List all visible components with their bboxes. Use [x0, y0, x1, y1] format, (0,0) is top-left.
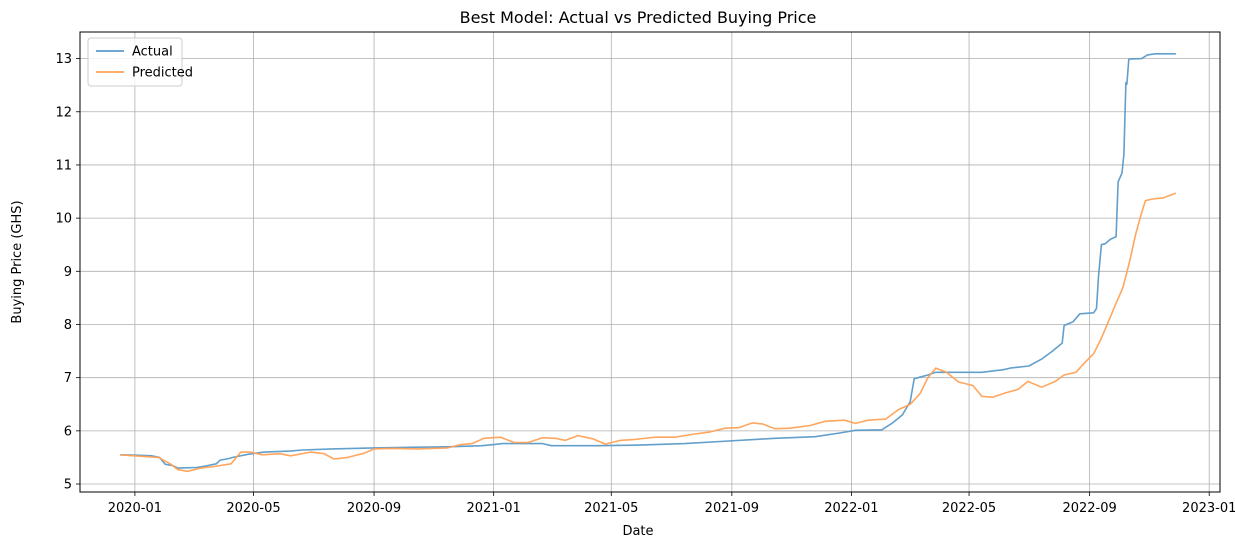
- x-tick-label: 2021-09: [705, 501, 759, 516]
- x-tick-label: 2020-09: [347, 501, 401, 516]
- y-axis: 5 6 7 8 9 10 11 12 13: [55, 52, 80, 493]
- legend-label: Predicted: [132, 66, 193, 81]
- y-tick-label: 5: [64, 478, 72, 493]
- series-line-actual: [120, 52, 1176, 469]
- x-tick-label: 2023-01: [1182, 501, 1235, 516]
- chart-title: Best Model: Actual vs Predicted Buying P…: [460, 8, 817, 27]
- y-tick-label: 6: [64, 424, 72, 439]
- y-tick-label: 8: [64, 318, 72, 333]
- y-axis-label: Buying Price (GHS): [10, 200, 25, 323]
- y-tick-label: 7: [64, 371, 72, 386]
- x-axis: 2020-01 2020-05 2020-09 2021-01 2021-05 2021-…: [108, 492, 1235, 516]
- legend: Actual Predicted: [87, 37, 193, 87]
- x-tick-label: 2022-09: [1062, 501, 1116, 516]
- legend-box: [87, 37, 183, 87]
- x-tick-label: 2022-05: [942, 501, 996, 516]
- x-tick-label: 2021-01: [466, 501, 520, 516]
- y-tick-label: 10: [55, 212, 72, 227]
- plot-lines: [120, 52, 1177, 473]
- x-tick-label: 2022-01: [824, 501, 878, 516]
- legend-label: Actual: [132, 45, 173, 60]
- y-tick-label: 9: [64, 265, 72, 280]
- x-tick-label: 2021-05: [584, 501, 638, 516]
- y-tick-label: 11: [55, 158, 72, 173]
- x-tick-label: 2020-01: [108, 501, 162, 516]
- plot-frame: [79, 31, 1221, 493]
- y-tick-label: 13: [55, 52, 72, 67]
- x-tick-label: 2020-05: [226, 501, 280, 516]
- x-axis-label: Date: [622, 524, 653, 539]
- series-line-predicted: [120, 192, 1177, 473]
- y-tick-label: 12: [55, 105, 72, 120]
- grid: [80, 32, 1220, 492]
